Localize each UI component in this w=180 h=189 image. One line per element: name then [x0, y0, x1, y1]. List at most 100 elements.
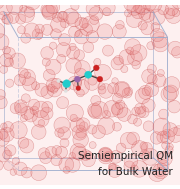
Circle shape — [17, 26, 26, 34]
Circle shape — [0, 90, 6, 99]
Circle shape — [108, 165, 121, 177]
Circle shape — [28, 99, 40, 111]
Circle shape — [103, 101, 120, 117]
Circle shape — [135, 107, 146, 117]
Circle shape — [24, 23, 39, 38]
Circle shape — [4, 47, 15, 59]
Circle shape — [122, 88, 132, 98]
Circle shape — [157, 131, 169, 143]
Circle shape — [112, 102, 128, 118]
Circle shape — [98, 117, 115, 134]
Circle shape — [153, 118, 170, 135]
Circle shape — [70, 143, 86, 159]
Circle shape — [127, 51, 142, 65]
Circle shape — [24, 7, 35, 17]
Circle shape — [0, 65, 8, 73]
Circle shape — [88, 76, 97, 85]
Circle shape — [19, 7, 35, 22]
Circle shape — [86, 30, 99, 43]
Circle shape — [141, 142, 152, 153]
Text: Semiempirical QM: Semiempirical QM — [78, 151, 173, 161]
Circle shape — [56, 43, 71, 57]
Circle shape — [60, 19, 69, 28]
Circle shape — [172, 47, 180, 58]
Circle shape — [98, 83, 105, 90]
Circle shape — [52, 12, 62, 22]
Circle shape — [166, 143, 173, 150]
Circle shape — [132, 107, 140, 116]
Circle shape — [172, 9, 180, 17]
Circle shape — [5, 145, 16, 156]
Circle shape — [20, 139, 34, 153]
Circle shape — [163, 123, 177, 137]
Circle shape — [142, 69, 156, 84]
Circle shape — [51, 86, 58, 93]
Circle shape — [92, 0, 102, 6]
Circle shape — [80, 149, 91, 160]
Circle shape — [135, 0, 150, 15]
Circle shape — [148, 164, 166, 182]
Circle shape — [88, 125, 97, 134]
Circle shape — [50, 42, 57, 49]
Circle shape — [63, 80, 71, 88]
Circle shape — [116, 20, 124, 29]
Circle shape — [0, 34, 9, 50]
Circle shape — [76, 128, 86, 138]
Circle shape — [111, 103, 123, 115]
Circle shape — [174, 126, 180, 136]
Circle shape — [72, 125, 87, 140]
Circle shape — [54, 117, 70, 133]
Circle shape — [66, 104, 83, 121]
Circle shape — [24, 109, 37, 122]
Circle shape — [74, 50, 85, 60]
Circle shape — [51, 155, 62, 166]
Circle shape — [127, 0, 142, 15]
Circle shape — [14, 74, 26, 86]
Circle shape — [52, 146, 62, 155]
Circle shape — [83, 42, 94, 53]
Circle shape — [20, 115, 27, 122]
Circle shape — [4, 161, 13, 170]
Circle shape — [166, 8, 180, 23]
Circle shape — [82, 16, 99, 33]
Circle shape — [116, 100, 125, 109]
Circle shape — [0, 96, 7, 109]
Circle shape — [153, 36, 168, 52]
Circle shape — [0, 129, 8, 139]
Circle shape — [64, 89, 67, 93]
Circle shape — [73, 79, 89, 95]
Circle shape — [89, 105, 102, 119]
Circle shape — [142, 148, 159, 165]
Circle shape — [21, 106, 34, 120]
Circle shape — [76, 118, 90, 132]
Circle shape — [8, 12, 19, 23]
Circle shape — [80, 122, 88, 130]
Circle shape — [10, 53, 25, 69]
Circle shape — [149, 9, 165, 25]
Circle shape — [142, 99, 155, 112]
Circle shape — [162, 141, 170, 149]
Circle shape — [102, 45, 113, 56]
Circle shape — [163, 85, 178, 100]
Circle shape — [112, 93, 122, 103]
Circle shape — [113, 81, 130, 98]
Circle shape — [140, 142, 148, 150]
Circle shape — [55, 146, 68, 158]
Circle shape — [31, 125, 46, 139]
Circle shape — [59, 11, 67, 19]
Circle shape — [76, 86, 81, 91]
Circle shape — [85, 75, 100, 90]
Circle shape — [112, 122, 121, 131]
Circle shape — [131, 165, 138, 172]
Circle shape — [92, 125, 105, 139]
Circle shape — [58, 34, 70, 46]
Circle shape — [3, 14, 13, 24]
Circle shape — [79, 18, 89, 28]
Circle shape — [88, 103, 102, 117]
Circle shape — [69, 26, 80, 38]
Circle shape — [63, 9, 79, 24]
Circle shape — [147, 74, 157, 84]
Circle shape — [143, 121, 154, 132]
Circle shape — [18, 137, 29, 148]
Circle shape — [150, 132, 163, 144]
